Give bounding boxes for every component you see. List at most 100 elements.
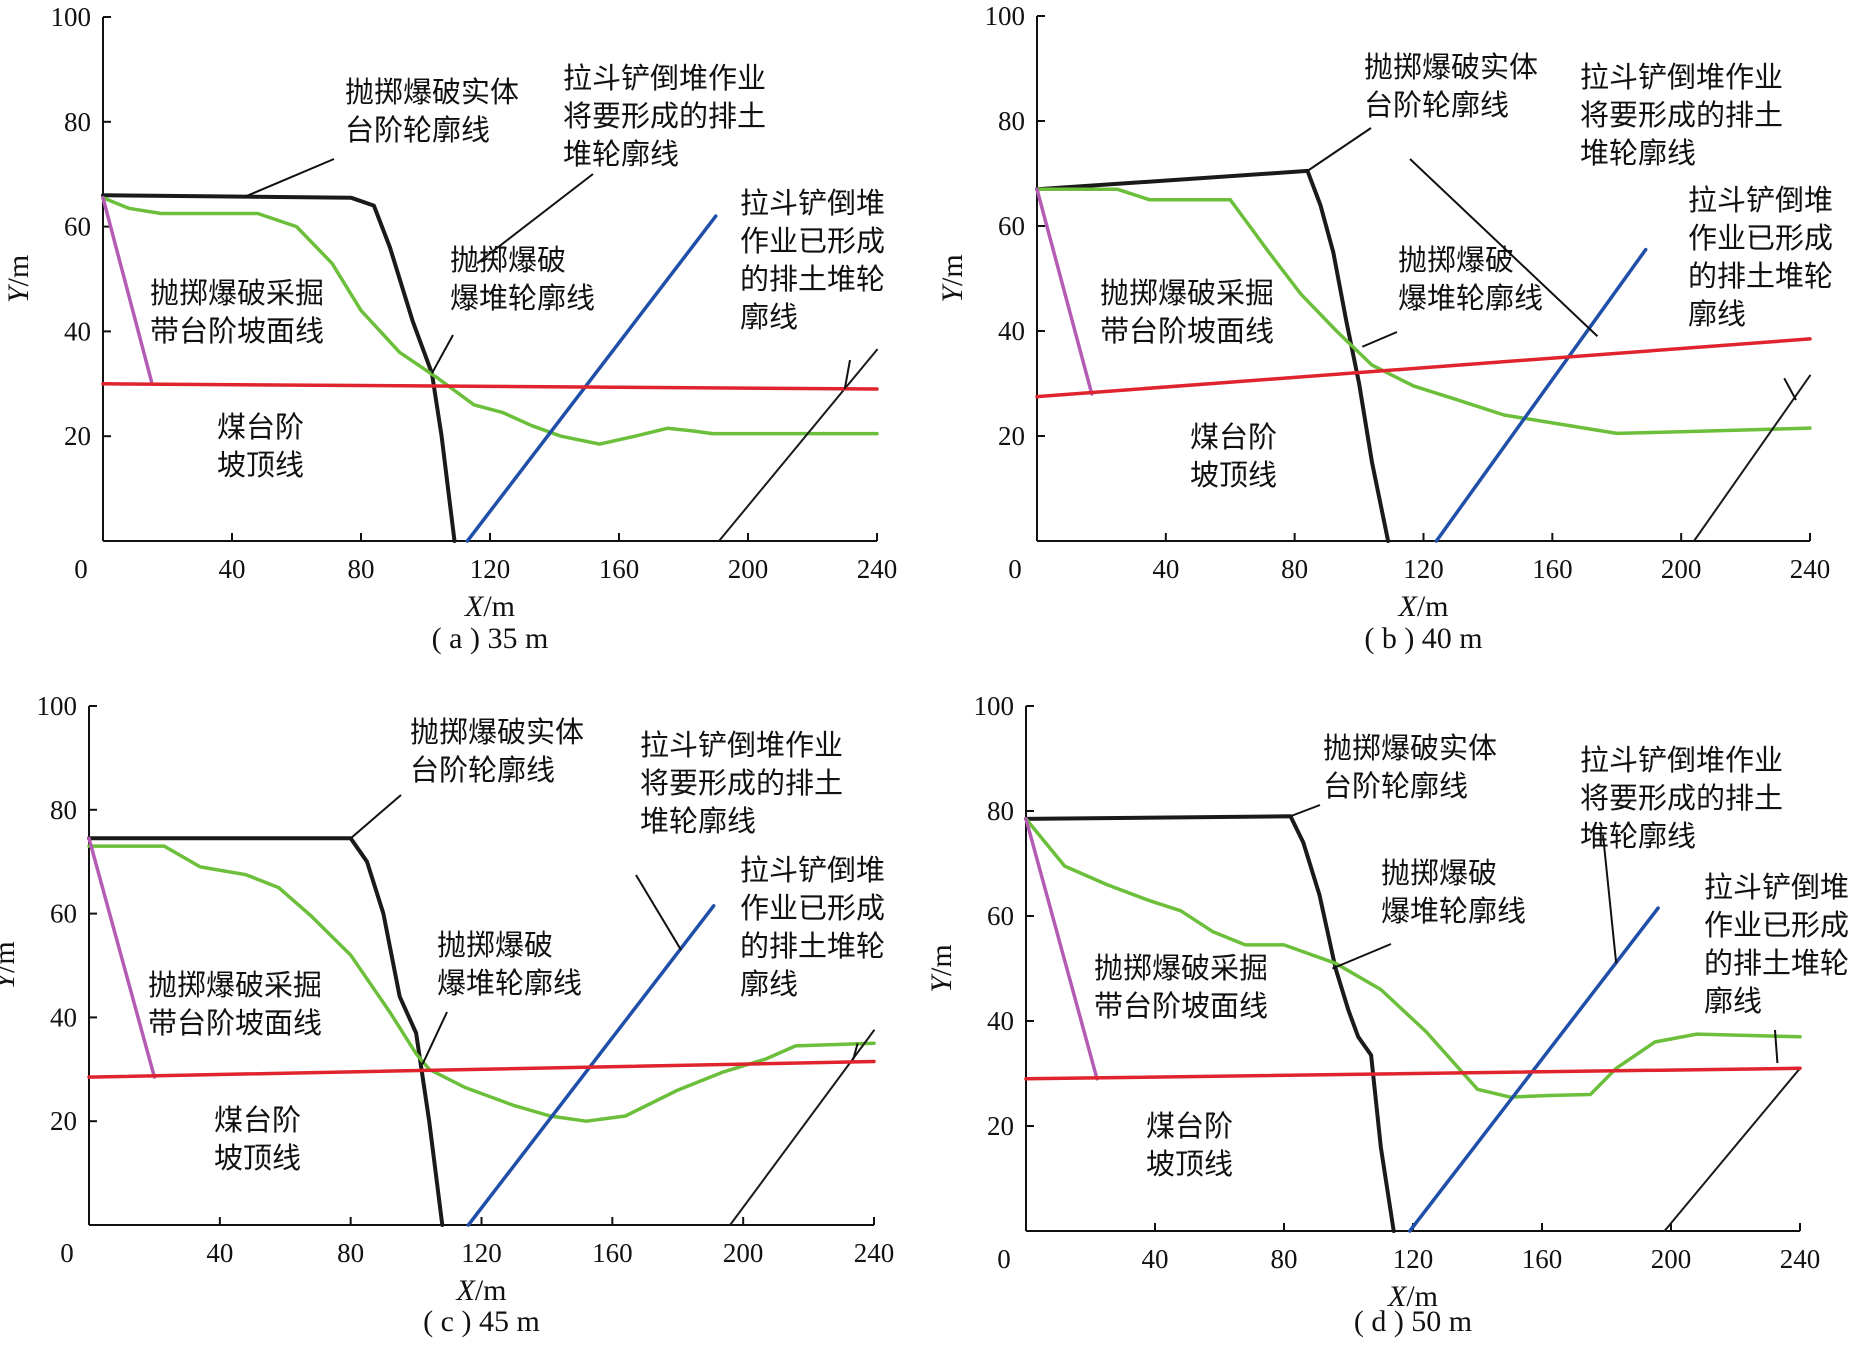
annotation-formed-dump: 廓线 xyxy=(1688,297,1746,331)
y-tick-label: 80 xyxy=(64,107,91,137)
chart-panel-b: 0 40 80 120 160 200 24020406080100X/mY/m抛掷爆破实体… xyxy=(936,1,1833,655)
leader-line xyxy=(843,359,851,390)
leader-line xyxy=(1361,331,1398,348)
series-coal-crest xyxy=(101,382,879,391)
x-tick-label: 160 xyxy=(592,1238,633,1268)
series-muck-pile xyxy=(87,844,876,1123)
leader-line xyxy=(635,874,682,951)
annotation-solid-bench: 台阶轮廓线 xyxy=(1323,769,1468,803)
series-formed-dump xyxy=(1663,1067,1801,1232)
annotation-mining-slope: 抛掷爆破采掘 xyxy=(150,276,324,310)
series-mining-slope xyxy=(1024,817,1099,1081)
y-tick-label: 60 xyxy=(987,901,1014,931)
leader-line xyxy=(244,158,335,198)
x-tick-label: 120 xyxy=(470,554,511,584)
x-tick-label: 120 xyxy=(1403,554,1444,584)
y-axis-label: Y/m xyxy=(936,254,969,302)
annotation-planned-dump: 将要形成的排土 xyxy=(563,99,766,133)
series-muck-pile xyxy=(101,196,879,446)
annotation-planned-dump: 堆轮廓线 xyxy=(640,804,756,838)
x-axis-label-var: X xyxy=(1398,590,1419,623)
annotation-muck-pile: 爆堆轮廓线 xyxy=(437,966,582,1000)
y-tick-label: 100 xyxy=(974,691,1015,721)
annotation-mining-slope: 抛掷爆破采掘 xyxy=(148,968,322,1002)
annotation-coal-crest: 坡顶线 xyxy=(214,1141,301,1175)
x-axis-label: X/m xyxy=(1387,1280,1438,1313)
annotation-planned-dump: 堆轮廓线 xyxy=(1580,136,1696,170)
annotation-planned-dump: 拉斗铲倒堆作业 xyxy=(1580,60,1783,94)
x-tick-label: 0 xyxy=(997,1244,1011,1274)
y-tick-label: 20 xyxy=(998,421,1025,451)
x-tick-label: 160 xyxy=(1522,1244,1563,1274)
annotation-planned-dump: 堆轮廓线 xyxy=(1580,819,1696,853)
series-muck-pile xyxy=(1035,187,1812,436)
x-tick-label: 240 xyxy=(857,554,898,584)
annotation-coal-crest: 坡顶线 xyxy=(1146,1147,1233,1181)
annotation-solid-bench: 抛掷爆破实体 xyxy=(345,75,519,109)
annotation-formed-dump: 廓线 xyxy=(1704,984,1762,1018)
annotation-formed-dump: 拉斗铲倒堆 xyxy=(1704,870,1849,904)
y-tick-label: 20 xyxy=(987,1111,1014,1141)
x-tick-label: 200 xyxy=(1661,554,1702,584)
annotation-planned-dump: 将要形成的排土 xyxy=(640,766,843,800)
y-tick-label: 40 xyxy=(64,316,91,346)
annotation-formed-dump: 作业已形成 xyxy=(740,224,885,258)
leader-line xyxy=(1774,1029,1779,1064)
y-axis-label-var: Y xyxy=(0,970,21,990)
panel-caption: ( d ) 50 m xyxy=(1354,1305,1472,1338)
leader-line xyxy=(431,334,454,374)
y-axis-label-var: Y xyxy=(2,283,35,303)
annotation-planned-dump: 拉斗铲倒堆作业 xyxy=(1580,743,1783,777)
annotation-planned-dump: 拉斗铲倒堆作业 xyxy=(563,61,766,95)
annotation-planned-dump: 将要形成的排土 xyxy=(1580,781,1783,815)
annotation-coal-crest: 坡顶线 xyxy=(1190,458,1277,492)
x-tick-label: 160 xyxy=(599,554,640,584)
x-tick-label: 80 xyxy=(348,554,375,584)
chart-panel-d: 0 40 80 120 160 200 24020406080100X/mY/m抛掷爆破实体… xyxy=(925,691,1849,1338)
annotation-mining-slope: 抛掷爆破采掘 xyxy=(1100,276,1274,310)
x-axis-label-unit: /m xyxy=(1406,1280,1438,1313)
x-tick-label: 0 xyxy=(60,1238,74,1268)
y-tick-label: 80 xyxy=(998,106,1025,136)
x-tick-label: 0 xyxy=(74,554,88,584)
x-axis-label-var: X xyxy=(1387,1280,1408,1313)
annotation-muck-pile: 爆堆轮廓线 xyxy=(1381,894,1526,928)
y-tick-label: 60 xyxy=(998,211,1025,241)
series-formed-dump xyxy=(1693,374,1811,542)
x-tick-label: 160 xyxy=(1532,554,1573,584)
annotation-solid-bench: 抛掷爆破实体 xyxy=(1323,731,1497,765)
annotation-mining-slope: 抛掷爆破采掘 xyxy=(1094,951,1268,985)
x-axis-label: X/m xyxy=(456,1274,507,1307)
x-tick-label: 240 xyxy=(1780,1244,1821,1274)
x-tick-label: 200 xyxy=(1651,1244,1692,1274)
y-axis-label: Y/m xyxy=(0,941,21,989)
leader-line xyxy=(1602,834,1618,964)
annotation-formed-dump: 的排土堆轮 xyxy=(740,262,885,296)
annotation-solid-bench: 抛掷爆破实体 xyxy=(410,715,584,749)
annotation-formed-dump: 的排土堆轮 xyxy=(740,929,885,963)
x-axis-label-unit: /m xyxy=(1417,590,1449,623)
annotation-formed-dump: 作业已形成 xyxy=(1688,221,1833,255)
series-mining-slope xyxy=(101,196,154,383)
chart-panel-a: 0 40 80 120 160 200 24020406080100X/mY/m抛掷爆破实体… xyxy=(2,2,897,655)
y-tick-label: 40 xyxy=(50,1002,77,1032)
y-tick-label: 20 xyxy=(64,421,91,451)
annotation-formed-dump: 廓线 xyxy=(740,300,798,334)
x-tick-label: 120 xyxy=(461,1238,502,1268)
x-axis-label-unit: /m xyxy=(475,1274,507,1307)
annotation-mining-slope: 带台阶坡面线 xyxy=(148,1006,322,1040)
series-planned-dump xyxy=(465,214,718,543)
annotation-solid-bench: 抛掷爆破实体 xyxy=(1364,50,1538,84)
annotation-formed-dump: 拉斗铲倒堆 xyxy=(740,186,885,220)
annotation-muck-pile: 爆堆轮廓线 xyxy=(450,281,595,315)
x-axis-label-var: X xyxy=(464,590,485,623)
leader-line xyxy=(1331,943,1392,970)
series-coal-crest xyxy=(1024,1066,1802,1081)
series-solid-bench xyxy=(1035,168,1391,543)
annotation-coal-crest: 煤台阶 xyxy=(217,410,304,444)
y-axis-label-unit: /m xyxy=(2,255,35,287)
y-tick-label: 20 xyxy=(50,1106,77,1136)
annotation-planned-dump: 堆轮廓线 xyxy=(563,137,679,171)
y-axis-label-unit: /m xyxy=(0,941,21,973)
